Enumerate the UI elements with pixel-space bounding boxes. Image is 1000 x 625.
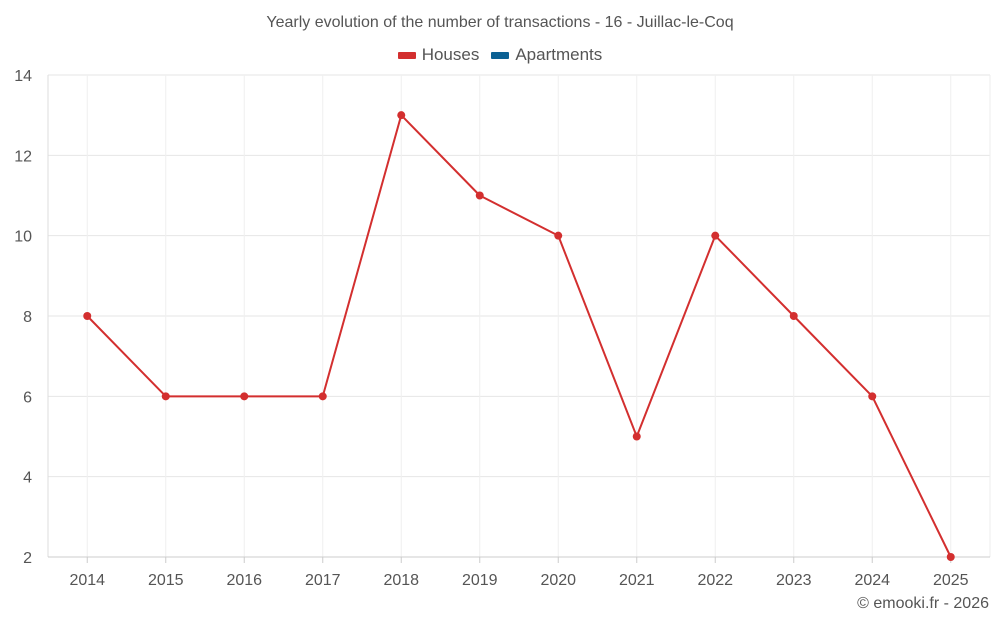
legend-item-houses[interactable]: Houses xyxy=(397,45,480,65)
x-tick-label: 2024 xyxy=(854,572,890,589)
y-tick-label: 12 xyxy=(14,148,32,165)
y-tick-label: 10 xyxy=(14,229,32,246)
y-tick-label: 8 xyxy=(23,309,32,326)
y-tick-label: 6 xyxy=(23,389,32,406)
data-point xyxy=(240,392,249,401)
x-tick-label: 2023 xyxy=(776,572,812,589)
x-tick-label: 2021 xyxy=(619,572,655,589)
credit-text: © emooki.fr - 2026 xyxy=(857,595,989,612)
data-point xyxy=(475,191,484,200)
legend: Houses Apartments xyxy=(0,45,1000,65)
x-tick-label: 2015 xyxy=(148,572,184,589)
data-point xyxy=(318,392,327,401)
data-point xyxy=(789,312,798,320)
data-point xyxy=(632,432,641,441)
chart-title: Yearly evolution of the number of transa… xyxy=(266,14,734,31)
x-tick-label: 2022 xyxy=(697,572,733,589)
x-tick-label: 2020 xyxy=(540,572,576,589)
x-tick-label: 2018 xyxy=(383,572,419,589)
data-point xyxy=(711,231,720,240)
series-line-houses xyxy=(86,114,952,558)
y-tick-label: 14 xyxy=(14,68,32,85)
y-tick-label: 2 xyxy=(23,550,32,567)
legend-item-apartments[interactable]: Apartments xyxy=(491,45,602,65)
x-tick-label: 2016 xyxy=(226,572,262,589)
data-point xyxy=(161,392,170,401)
legend-label-apartments: Apartments xyxy=(515,45,603,64)
x-tick-label: 2025 xyxy=(933,572,969,589)
legend-swatch-apartments xyxy=(491,51,510,59)
x-tick-label: 2019 xyxy=(462,572,498,589)
y-tick-label: 4 xyxy=(23,470,32,487)
legend-label-houses: Houses xyxy=(421,45,480,64)
data-point xyxy=(868,392,877,401)
legend-swatch-houses xyxy=(397,51,416,59)
x-tick-label: 2017 xyxy=(305,572,341,589)
data-point xyxy=(946,553,955,561)
data-point xyxy=(397,111,406,120)
data-point xyxy=(83,312,92,320)
x-tick-label: 2014 xyxy=(69,572,105,589)
data-point xyxy=(554,231,563,240)
